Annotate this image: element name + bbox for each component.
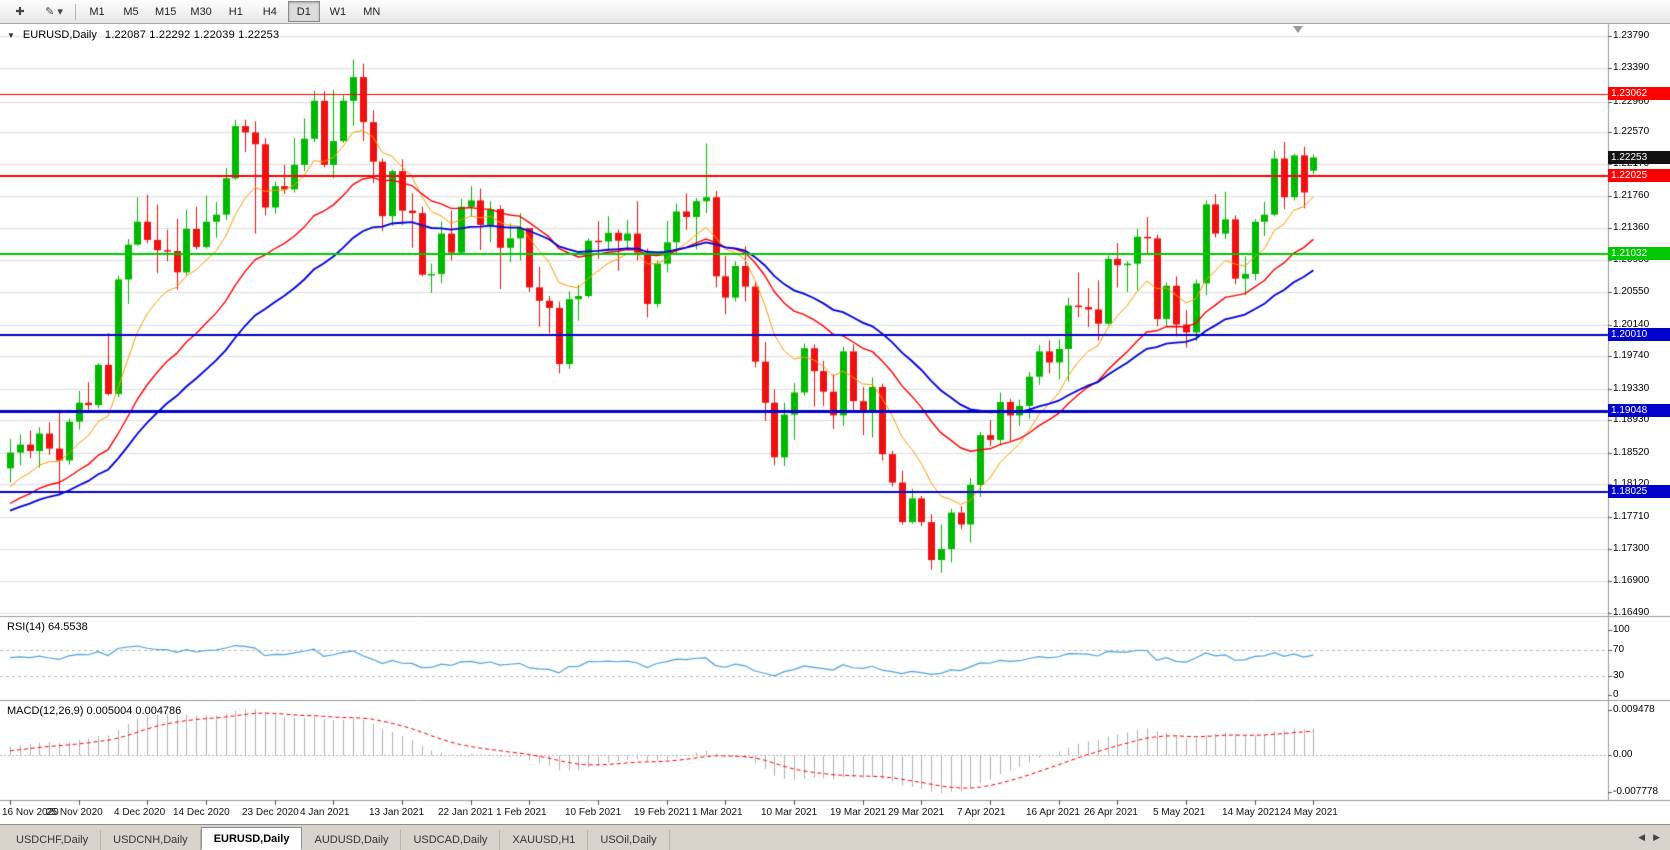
date-axis-label: 22 Jan 2021 xyxy=(438,807,494,818)
macd-axis-label: 0.009478 xyxy=(1613,704,1655,715)
chart-shift-marker[interactable] xyxy=(1293,26,1303,33)
date-axis-label: 25 Nov 2020 xyxy=(46,807,103,818)
chart-tab-usdcad-daily[interactable]: USDCAD,Daily xyxy=(401,830,501,850)
chart-tab-usdchf-daily[interactable]: USDCHF,Daily xyxy=(4,830,102,850)
chart-tab-audusd-daily[interactable]: AUDUSD,Daily xyxy=(302,830,402,850)
price-axis-label: 1.22570 xyxy=(1613,126,1650,138)
chart-title: ▼ EURUSD,Daily 1.22087 1.22292 1.22039 1… xyxy=(7,29,279,41)
chart-symbol-label: EURUSD,Daily xyxy=(22,29,97,41)
toolbar-separator xyxy=(75,3,76,20)
chart-tab-xauusd-h1[interactable]: XAUUSD,H1 xyxy=(500,830,589,850)
timeframe-button-h1[interactable]: H1 xyxy=(228,5,243,18)
date-axis-label: 1 Feb 2021 xyxy=(496,807,547,818)
date-axis-label: 1 Mar 2021 xyxy=(692,807,743,818)
symbol-dropdown-arrow[interactable]: ▼ xyxy=(7,30,15,40)
rsi-axis-label: 100 xyxy=(1613,624,1630,635)
date-axis-label: 4 Dec 2020 xyxy=(114,807,166,818)
price-axis-label: 1.23390 xyxy=(1613,61,1650,73)
price-axis-label: 1.19740 xyxy=(1613,350,1650,362)
date-axis-label: 19 Mar 2021 xyxy=(830,807,887,818)
timeframe-button-m5[interactable]: M5 xyxy=(123,5,139,18)
timeframe-button-d1[interactable]: D1 xyxy=(287,1,320,22)
macd-axis-label: -0.007778 xyxy=(1613,786,1659,797)
price-axis-label: 1.19330 xyxy=(1613,382,1650,394)
current-price-badge: 1.22253 xyxy=(1608,150,1670,164)
price-axis-label: 1.17300 xyxy=(1613,542,1650,554)
price-axis-label: 1.23790 xyxy=(1613,30,1650,41)
timeframe-button-m30[interactable]: M30 xyxy=(190,5,212,18)
date-axis-label: 10 Mar 2021 xyxy=(761,807,818,818)
rsi-indicator-label: RSI(14) 64.5538 xyxy=(7,621,88,633)
date-axis-label: 14 May 2021 xyxy=(1222,807,1280,818)
date-axis-label: 19 Feb 2021 xyxy=(634,807,691,818)
price-axis-label: 1.21360 xyxy=(1613,222,1650,234)
price-axis-label: 1.22960 xyxy=(1613,95,1650,107)
date-axis-label: 24 May 2021 xyxy=(1280,807,1338,818)
chart-tab-usdcnh-daily[interactable]: USDCNH,Daily xyxy=(101,830,201,850)
tab-scroll-right-button[interactable]: ▶ xyxy=(1653,832,1660,842)
rsi-axis-label: 70 xyxy=(1613,643,1625,655)
hline-price-badge: 1.19048 xyxy=(1608,404,1670,418)
date-axis-label: 10 Feb 2021 xyxy=(565,807,622,818)
hline-price-badge: 1.22025 xyxy=(1608,169,1670,182)
macd-indicator-label: MACD(12,26,9) 0.005004 0.004786 xyxy=(7,705,182,717)
price-axis-label: 1.17710 xyxy=(1613,510,1650,522)
top-toolbar: ✚ ✎ ▾ M1 M5 M15 M30 H1 H4 D1 W1 MN xyxy=(0,0,1670,24)
chart-ohlc-values: 1.22087 1.22292 1.22039 1.22253 xyxy=(104,29,280,41)
date-axis-label: 16 Nov 2020 xyxy=(2,807,59,818)
timeframe-button-w1[interactable]: W1 xyxy=(329,5,347,18)
hline-price-badge: 1.18025 xyxy=(1608,485,1670,499)
price-axis-label: 1.20140 xyxy=(1613,318,1650,330)
date-axis-label: 5 May 2021 xyxy=(1153,807,1206,818)
rsi-axis-label: 0 xyxy=(1613,689,1619,700)
timeframe-button-m1[interactable]: M1 xyxy=(89,5,105,18)
hline-price-badge: 1.21032 xyxy=(1608,247,1670,261)
macd-axis-label: 0.00 xyxy=(1613,749,1633,761)
date-axis-label: 13 Jan 2021 xyxy=(369,807,425,818)
draw-tool-button[interactable]: ✎ ▾ xyxy=(45,6,63,18)
timeframe-button-m15[interactable]: M15 xyxy=(155,5,177,18)
chart-tab-eurusd-daily[interactable]: EURUSD,Daily xyxy=(200,827,303,850)
date-axis-label: 26 Apr 2021 xyxy=(1084,807,1138,818)
rsi-axis-label: 30 xyxy=(1613,669,1625,681)
price-axis-label: 1.18520 xyxy=(1613,446,1650,458)
price-axis-label: 1.16490 xyxy=(1613,607,1650,618)
price-axis-label: 1.18930 xyxy=(1613,414,1650,426)
crosshair-tool-button[interactable]: ✚ xyxy=(15,6,25,18)
price-axis-label: 1.18120 xyxy=(1613,478,1650,490)
date-axis-label: 14 Dec 2020 xyxy=(173,807,230,818)
chart-tab-bar: USDCHF,Daily USDCNH,Daily EURUSD,Daily AUDU… xyxy=(0,824,1670,850)
timeframe-button-mn[interactable]: MN xyxy=(363,5,381,18)
hline-price-badge: 1.20010 xyxy=(1608,328,1670,342)
date-axis-label: 29 Mar 2021 xyxy=(888,807,945,818)
date-axis-label: 16 Apr 2021 xyxy=(1026,807,1080,818)
hline-price-badge: 1.23062 xyxy=(1608,87,1670,101)
tab-scroll-left-button[interactable]: ◀ xyxy=(1638,832,1646,842)
tab-scroll-arrows: ◀ ▶ xyxy=(1628,825,1670,850)
price-axis-label: 1.20550 xyxy=(1613,286,1650,298)
date-axis-label: 7 Apr 2021 xyxy=(957,807,1006,818)
timeframe-button-h4[interactable]: H4 xyxy=(262,5,277,18)
price-axis-label: 1.16900 xyxy=(1613,574,1650,586)
chart-tab-usoil-daily[interactable]: USOil,Daily xyxy=(588,830,670,850)
date-axis-label: 23 Dec 2020 xyxy=(242,807,299,818)
date-axis-label: 4 Jan 2021 xyxy=(300,807,350,818)
price-axis-label: 1.21760 xyxy=(1613,190,1650,202)
